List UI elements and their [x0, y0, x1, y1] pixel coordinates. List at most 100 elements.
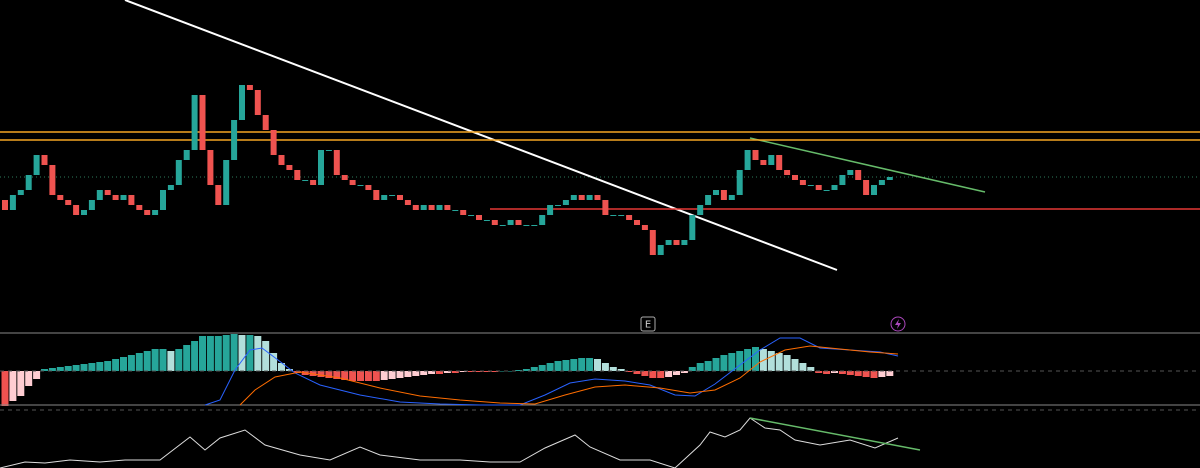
candle-body	[878, 180, 885, 185]
candle-body	[231, 120, 238, 160]
histogram-bar	[665, 371, 673, 377]
candle-body	[815, 185, 822, 190]
histogram-bar	[183, 345, 191, 371]
candle-body	[420, 205, 427, 210]
candle-body	[610, 215, 617, 216]
candle-body	[357, 185, 364, 186]
histogram-bar	[467, 371, 475, 372]
candle-body	[120, 195, 127, 200]
candle-body	[752, 150, 759, 160]
candle-body	[460, 210, 467, 215]
histogram-bar	[862, 371, 870, 377]
event-badge[interactable]	[640, 316, 656, 332]
candle-body	[41, 155, 48, 165]
histogram-bar	[33, 371, 41, 379]
candle-body	[697, 205, 704, 215]
histogram-bar	[112, 359, 120, 371]
histogram-bar	[515, 370, 522, 371]
histogram-bar	[886, 371, 894, 376]
histogram-bar	[538, 365, 546, 371]
candle-body	[152, 210, 159, 215]
histogram-bar	[530, 367, 538, 371]
histogram-bar	[870, 371, 878, 378]
histogram-bar	[293, 371, 301, 373]
histogram-bar	[491, 371, 499, 372]
histogram-bar	[151, 349, 159, 371]
histogram-bar	[483, 371, 491, 372]
candle-body	[112, 195, 119, 200]
candle-body	[657, 245, 664, 255]
histogram-bar	[72, 365, 80, 371]
candle-body	[847, 170, 854, 175]
candle-body	[626, 215, 633, 220]
trendline	[749, 417, 921, 451]
candle-body	[104, 190, 111, 195]
candle-body	[555, 205, 561, 206]
histogram-bar	[554, 361, 562, 371]
candle-body	[673, 240, 680, 245]
candle-body	[499, 225, 506, 226]
histogram-bar	[767, 351, 775, 371]
candle-body	[223, 160, 230, 205]
candle-body	[278, 155, 285, 165]
candle-body	[9, 195, 16, 210]
candle-body	[823, 190, 830, 191]
histogram-bar	[744, 349, 752, 371]
candle-body	[713, 190, 719, 195]
histogram-bar	[254, 336, 262, 371]
histogram-bar	[617, 369, 625, 371]
candle-body	[531, 225, 538, 226]
histogram-bar	[791, 359, 799, 371]
histogram-bar	[775, 353, 783, 371]
candle-body	[476, 215, 482, 220]
histogram-bar	[206, 336, 214, 371]
candle-body	[341, 175, 348, 180]
macd-line	[204, 337, 899, 406]
candle-body	[136, 205, 143, 210]
candle-body	[373, 190, 380, 200]
histogram-bar	[712, 358, 720, 371]
candle-body	[539, 215, 546, 225]
trendline	[749, 137, 986, 193]
candle-body	[191, 95, 198, 150]
candle-body	[634, 220, 640, 225]
candle-body	[886, 177, 893, 180]
candle-body	[681, 240, 688, 245]
oscillator-line	[0, 417, 899, 468]
trendline	[124, 0, 838, 271]
candle-body	[389, 195, 396, 196]
histogram-bar	[412, 371, 420, 376]
histogram-bar	[436, 371, 443, 374]
histogram-bar	[878, 371, 886, 377]
histogram-bar	[823, 371, 831, 374]
histogram-bar	[673, 371, 680, 375]
candle-body	[807, 185, 814, 186]
candle-body	[96, 190, 103, 200]
histogram-bar	[396, 371, 404, 378]
candle-body	[491, 220, 498, 225]
candle-body	[649, 230, 656, 255]
candle-body	[515, 220, 522, 225]
histogram-bar	[831, 371, 838, 373]
candle-body	[412, 205, 419, 210]
histogram-bar	[696, 363, 704, 371]
histogram-bar	[649, 371, 657, 378]
histogram-bar	[570, 359, 578, 371]
histogram-bar	[333, 371, 341, 379]
histogram-bar	[127, 355, 135, 371]
histogram-bar	[56, 367, 64, 371]
histogram-bar	[80, 364, 88, 371]
candle-body	[325, 150, 332, 151]
histogram-bar	[420, 371, 428, 375]
candle-body	[25, 175, 32, 190]
candle-body	[784, 170, 791, 175]
lightning-icon[interactable]	[890, 316, 906, 332]
histogram-bar	[199, 336, 206, 371]
histogram-bar	[372, 371, 380, 381]
candle-body	[17, 190, 24, 195]
histogram-bar	[238, 335, 246, 371]
histogram-bar	[625, 371, 633, 372]
candle-body	[720, 190, 727, 200]
histogram-bar	[783, 355, 791, 371]
candle-body	[799, 180, 806, 185]
